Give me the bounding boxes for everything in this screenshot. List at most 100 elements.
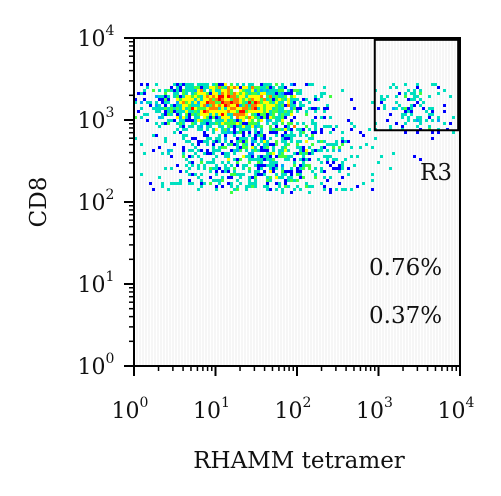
event-dot xyxy=(299,104,302,107)
event-dot xyxy=(188,119,191,122)
event-dot xyxy=(326,104,329,107)
event-dot xyxy=(260,137,263,140)
event-dot xyxy=(281,104,284,107)
event-dot xyxy=(224,104,227,107)
event-dot xyxy=(179,101,182,104)
event-dot xyxy=(392,152,395,155)
event-dot xyxy=(452,131,455,134)
event-dot xyxy=(188,104,191,107)
event-dot xyxy=(266,113,269,116)
event-dot xyxy=(302,152,305,155)
event-dot xyxy=(275,95,278,98)
event-dot xyxy=(335,143,338,146)
event-dot xyxy=(170,86,173,89)
event-dot xyxy=(413,119,416,122)
event-dot xyxy=(239,176,242,179)
x-tick-label: 103 xyxy=(356,395,393,424)
event-dot xyxy=(254,131,257,134)
event-dot xyxy=(215,116,218,119)
event-dot xyxy=(209,176,212,179)
event-dot xyxy=(170,107,173,110)
event-dot xyxy=(386,95,389,98)
event-dot xyxy=(218,179,221,182)
event-dot xyxy=(278,128,281,131)
event-dot xyxy=(245,137,248,140)
event-dot xyxy=(296,167,299,170)
event-dot xyxy=(227,89,230,92)
event-dot xyxy=(227,116,230,119)
event-dot xyxy=(257,131,260,134)
event-dot xyxy=(206,98,209,101)
event-dot xyxy=(251,122,254,125)
event-dot xyxy=(314,131,317,134)
event-dot xyxy=(179,131,182,134)
event-dot xyxy=(269,86,272,89)
event-dot xyxy=(158,107,161,110)
event-dot xyxy=(302,164,305,167)
event-dot xyxy=(290,113,293,116)
event-dot xyxy=(200,161,203,164)
event-dot xyxy=(257,170,260,173)
event-dot xyxy=(422,101,425,104)
event-dot xyxy=(260,128,263,131)
event-dot xyxy=(200,173,203,176)
event-dot xyxy=(413,95,416,98)
event-dot xyxy=(269,179,272,182)
event-dot xyxy=(251,176,254,179)
event-dot xyxy=(314,95,317,98)
event-dot xyxy=(245,140,248,143)
event-dot xyxy=(287,149,290,152)
event-dot xyxy=(206,116,209,119)
event-dot xyxy=(257,158,260,161)
event-dot xyxy=(179,95,182,98)
event-dot xyxy=(248,110,251,113)
event-dot xyxy=(260,95,263,98)
event-dot xyxy=(290,137,293,140)
event-dot xyxy=(188,86,191,89)
event-dot xyxy=(203,104,206,107)
event-dot xyxy=(350,146,353,149)
event-dot xyxy=(257,116,260,119)
event-dot xyxy=(251,110,254,113)
event-dot xyxy=(245,185,248,188)
event-dot xyxy=(182,83,185,86)
event-dot xyxy=(179,86,182,89)
event-dot xyxy=(221,122,224,125)
event-dot xyxy=(206,140,209,143)
event-dot xyxy=(245,98,248,101)
event-dot xyxy=(233,113,236,116)
event-dot xyxy=(143,152,146,155)
event-dot xyxy=(428,116,431,119)
event-dot xyxy=(170,149,173,152)
event-dot xyxy=(185,104,188,107)
event-dot xyxy=(245,143,248,146)
event-dot xyxy=(239,131,242,134)
event-dot xyxy=(203,134,206,137)
event-dot xyxy=(212,104,215,107)
event-dot xyxy=(299,149,302,152)
event-dot xyxy=(290,176,293,179)
event-dot xyxy=(452,116,455,119)
event-dot xyxy=(344,140,347,143)
event-dot xyxy=(200,128,203,131)
event-dot xyxy=(239,104,242,107)
event-dot xyxy=(314,176,317,179)
event-dot xyxy=(287,89,290,92)
event-dot xyxy=(254,110,257,113)
event-dot xyxy=(203,119,206,122)
event-dot xyxy=(209,104,212,107)
event-dot xyxy=(185,119,188,122)
event-dot xyxy=(251,101,254,104)
event-dot xyxy=(269,116,272,119)
event-dot xyxy=(281,152,284,155)
event-dot xyxy=(266,143,269,146)
event-dot xyxy=(281,119,284,122)
event-dot xyxy=(296,146,299,149)
event-dot xyxy=(257,92,260,95)
event-dot xyxy=(329,191,332,194)
event-dot xyxy=(185,110,188,113)
event-dot xyxy=(224,116,227,119)
event-dot xyxy=(314,149,317,152)
event-dot xyxy=(185,113,188,116)
event-dot xyxy=(209,119,212,122)
